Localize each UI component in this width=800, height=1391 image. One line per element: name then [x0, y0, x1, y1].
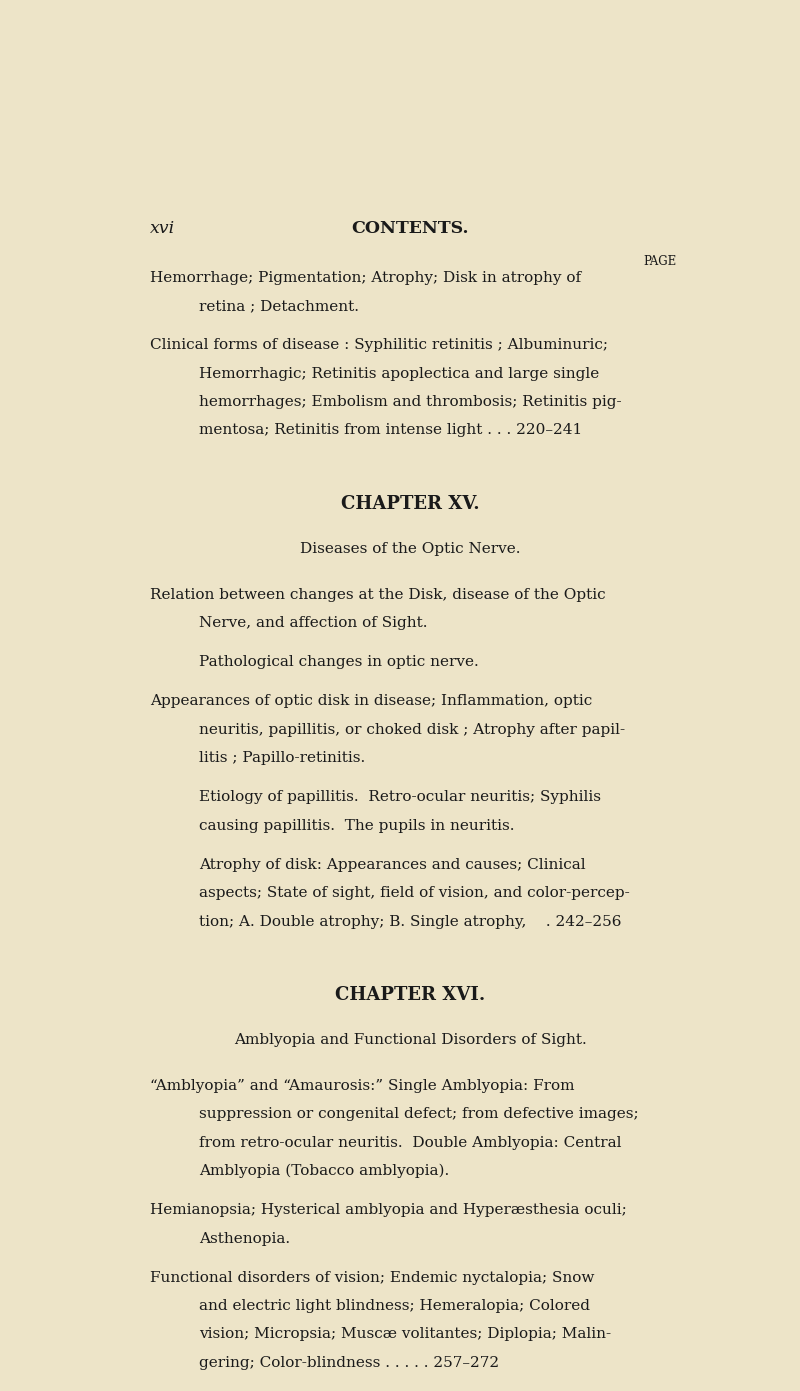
- Text: Amblyopia and Functional Disorders of Sight.: Amblyopia and Functional Disorders of Si…: [234, 1034, 586, 1047]
- Text: Asthenopia.: Asthenopia.: [199, 1231, 290, 1245]
- Text: Relation between changes at the Disk, disease of the Optic: Relation between changes at the Disk, di…: [150, 588, 606, 602]
- Text: mentosa; Retinitis from intense light . . . 220–241: mentosa; Retinitis from intense light . …: [199, 423, 582, 437]
- Text: litis ; Papillo-retinitis.: litis ; Papillo-retinitis.: [199, 751, 366, 765]
- Text: hemorrhages; Embolism and thrombosis; Retinitis pig-: hemorrhages; Embolism and thrombosis; Re…: [199, 395, 622, 409]
- Text: Nerve, and affection of Sight.: Nerve, and affection of Sight.: [199, 616, 428, 630]
- Text: from retro-ocular neuritis.  Double Amblyopia: Central: from retro-ocular neuritis. Double Ambly…: [199, 1135, 622, 1150]
- Text: CHAPTER XVI.: CHAPTER XVI.: [335, 986, 485, 1004]
- Text: Clinical forms of disease : Syphilitic retinitis ; Albuminuric;: Clinical forms of disease : Syphilitic r…: [150, 338, 608, 352]
- Text: neuritis, papillitis, or choked disk ; Atrophy after papil-: neuritis, papillitis, or choked disk ; A…: [199, 723, 626, 737]
- Text: Appearances of optic disk in disease; Inflammation, optic: Appearances of optic disk in disease; In…: [150, 694, 592, 708]
- Text: Etiology of papillitis.  Retro-ocular neuritis; Syphilis: Etiology of papillitis. Retro-ocular neu…: [199, 790, 602, 804]
- Text: Pathological changes in optic nerve.: Pathological changes in optic nerve.: [199, 655, 479, 669]
- Text: retina ; Detachment.: retina ; Detachment.: [199, 299, 359, 313]
- Text: Amblyopia (Tobacco amblyopia).: Amblyopia (Tobacco amblyopia).: [199, 1164, 450, 1178]
- Text: CONTENTS.: CONTENTS.: [351, 220, 469, 238]
- Text: vision; Micropsia; Muscæ volitantes; Diplopia; Malin-: vision; Micropsia; Muscæ volitantes; Dip…: [199, 1327, 611, 1341]
- Text: aspects; State of sight, field of vision, and color-percep-: aspects; State of sight, field of vision…: [199, 886, 630, 900]
- Text: xvi: xvi: [150, 220, 174, 238]
- Text: tion; A. Double atrophy; B. Single atrophy,    . 242–256: tion; A. Double atrophy; B. Single atrop…: [199, 914, 622, 929]
- Text: Hemianopsia; Hysterical amblyopia and Hyperæsthesia oculi;: Hemianopsia; Hysterical amblyopia and Hy…: [150, 1203, 626, 1217]
- Text: and electric light blindness; Hemeralopia; Colored: and electric light blindness; Hemeralopi…: [199, 1299, 590, 1313]
- Text: “Amblyopia” and “Amaurosis:” Single Amblyopia: From: “Amblyopia” and “Amaurosis:” Single Ambl…: [150, 1079, 574, 1093]
- Text: suppression or congenital defect; from defective images;: suppression or congenital defect; from d…: [199, 1107, 639, 1121]
- Text: Hemorrhage; Pigmentation; Atrophy; Disk in atrophy of: Hemorrhage; Pigmentation; Atrophy; Disk …: [150, 271, 581, 285]
- Text: PAGE: PAGE: [643, 255, 677, 267]
- Text: gering; Color-blindness . . . . . 257–272: gering; Color-blindness . . . . . 257–27…: [199, 1356, 499, 1370]
- Text: Hemorrhagic; Retinitis apoplectica and large single: Hemorrhagic; Retinitis apoplectica and l…: [199, 367, 599, 381]
- Text: CHAPTER XV.: CHAPTER XV.: [341, 495, 479, 513]
- Text: Diseases of the Optic Nerve.: Diseases of the Optic Nerve.: [300, 542, 520, 556]
- Text: Atrophy of disk: Appearances and causes; Clinical: Atrophy of disk: Appearances and causes;…: [199, 858, 586, 872]
- Text: causing papillitis.  The pupils in neuritis.: causing papillitis. The pupils in neurit…: [199, 819, 514, 833]
- Text: Functional disorders of vision; Endemic nyctalopia; Snow: Functional disorders of vision; Endemic …: [150, 1270, 594, 1285]
